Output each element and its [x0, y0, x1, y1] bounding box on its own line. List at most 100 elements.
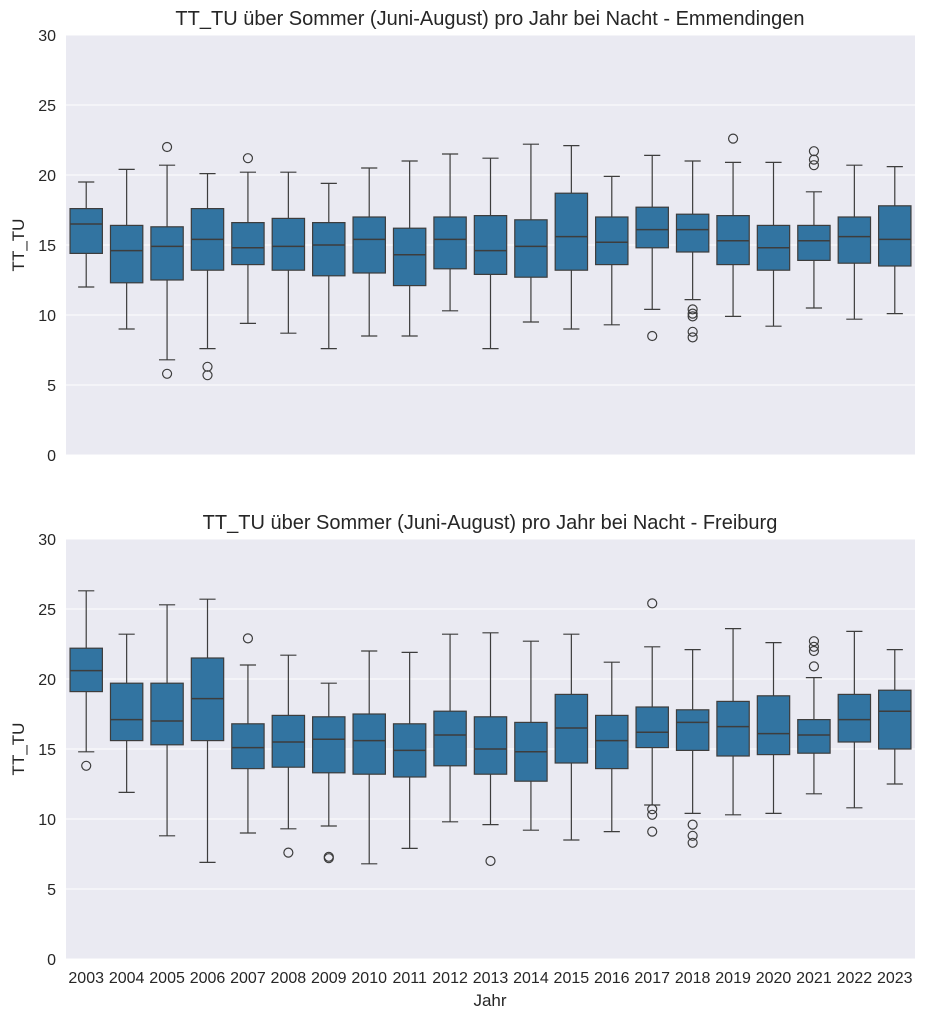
- box-freiburg-2022: [837, 630, 872, 809]
- x-tick-label: 2006: [190, 970, 226, 987]
- x-tick-label: 2020: [756, 970, 792, 987]
- outlier-point: [687, 326, 698, 337]
- box-iqr: [231, 222, 265, 266]
- y-tick-label: 25: [38, 602, 56, 619]
- outlier-point: [485, 855, 496, 867]
- box-freiburg-2012: [433, 633, 467, 823]
- box-emmendingen-2004: [109, 168, 144, 330]
- box-freiburg-2003: [69, 590, 103, 771]
- outlier-point: [323, 853, 334, 864]
- box-iqr: [312, 222, 346, 277]
- box-iqr: [716, 700, 750, 757]
- box-emmendingen-2012: [433, 153, 467, 312]
- outlier-point: [687, 837, 698, 848]
- box-emmendingen-2017: [635, 154, 669, 342]
- box-emmendingen-2018: [675, 160, 710, 343]
- x-tick-label: 2009: [311, 970, 347, 987]
- y-tick-label: 0: [47, 952, 56, 969]
- outlier-point: [647, 598, 658, 609]
- x-tick-label: 2003: [68, 970, 104, 987]
- x-axis-label: Jahr: [473, 991, 506, 1010]
- x-tick-label: 2022: [837, 970, 873, 987]
- box-emmendingen-2021: [797, 146, 831, 309]
- outlier-point: [808, 636, 820, 647]
- x-tick-label: 2010: [351, 970, 387, 987]
- box-iqr: [595, 714, 629, 770]
- outlier-point: [687, 311, 698, 322]
- y-tick-label: 10: [38, 812, 56, 829]
- box-emmendingen-2019: [716, 133, 750, 317]
- box-iqr: [352, 713, 386, 775]
- box-iqr: [150, 226, 184, 281]
- boxes-freiburg: [69, 590, 912, 867]
- outlier-point: [647, 804, 658, 815]
- box-iqr: [109, 682, 144, 742]
- box-iqr: [878, 689, 912, 750]
- box-emmendingen-2015: [554, 145, 589, 330]
- x-tick-label: 2023: [877, 970, 913, 987]
- box-freiburg-2009: [312, 682, 346, 864]
- box-iqr: [150, 682, 184, 746]
- outlier-point: [647, 826, 658, 837]
- y-tick-label: 15: [38, 742, 56, 759]
- box-freiburg-2007: [231, 633, 265, 834]
- x-tick-label: 2014: [513, 970, 549, 987]
- box-emmendingen-2005: [150, 141, 184, 379]
- box-emmendingen-2011: [392, 160, 427, 337]
- box-iqr: [675, 213, 710, 253]
- outlier-point: [81, 760, 92, 771]
- box-iqr: [878, 205, 912, 267]
- outlier-point: [808, 645, 820, 657]
- y-tick-label: 20: [38, 168, 56, 185]
- chart-title-freiburg: TT_TU über Sommer (Juni-August) pro Jahr…: [203, 512, 778, 534]
- outlier-point: [242, 633, 254, 644]
- box-iqr: [473, 215, 508, 276]
- outlier-point: [687, 332, 698, 343]
- x-tick-label: 2017: [634, 970, 670, 987]
- box-freiburg-2011: [392, 651, 427, 850]
- x-tick-label: 2018: [675, 970, 711, 987]
- box-iqr: [635, 206, 669, 249]
- outlier-point: [808, 661, 820, 672]
- box-freiburg-2016: [595, 661, 629, 833]
- box-emmendingen-2009: [312, 182, 346, 350]
- box-emmendingen-2006: [190, 173, 225, 381]
- box-emmendingen-2014: [514, 143, 548, 323]
- box-iqr: [433, 216, 467, 270]
- box-emmendingen-2010: [352, 167, 386, 337]
- box-iqr: [433, 710, 467, 767]
- outlier-point: [647, 330, 658, 342]
- box-iqr: [271, 217, 306, 271]
- box-freiburg-2013: [473, 632, 508, 867]
- outlier-point: [687, 819, 698, 830]
- box-freiburg-2023: [878, 648, 912, 785]
- box-iqr: [837, 693, 872, 743]
- box-freiburg-2017: [635, 598, 669, 837]
- box-freiburg-2004: [109, 633, 144, 794]
- box-iqr: [69, 208, 103, 255]
- box-emmendingen-2013: [473, 157, 508, 350]
- y-tick-label: 5: [47, 378, 56, 395]
- box-emmendingen-2022: [837, 164, 872, 320]
- x-tick-label: 2004: [109, 970, 145, 987]
- box-iqr: [797, 718, 831, 754]
- box-iqr: [473, 716, 508, 775]
- box-emmendingen-2008: [271, 171, 306, 334]
- box-freiburg-2014: [514, 640, 548, 831]
- chart-title-emmendingen: TT_TU über Sommer (Juni-August) pro Jahr…: [175, 8, 804, 30]
- box-emmendingen-2016: [595, 175, 629, 326]
- x-tick-label: 2005: [149, 970, 185, 987]
- y-tick-label: 20: [38, 672, 56, 689]
- outlier-point: [687, 308, 698, 319]
- y-tick-label: 5: [47, 882, 56, 899]
- box-freiburg-2021: [797, 636, 831, 795]
- box-iqr: [392, 227, 427, 287]
- box-freiburg-2005: [150, 604, 184, 837]
- x-tick-label: 2007: [230, 970, 266, 987]
- box-freiburg-2008: [271, 654, 306, 858]
- box-iqr: [514, 219, 548, 278]
- outlier-point: [161, 368, 173, 379]
- y-axis-label-emmendingen: TT_TU: [9, 219, 28, 272]
- box-freiburg-2020: [756, 641, 791, 815]
